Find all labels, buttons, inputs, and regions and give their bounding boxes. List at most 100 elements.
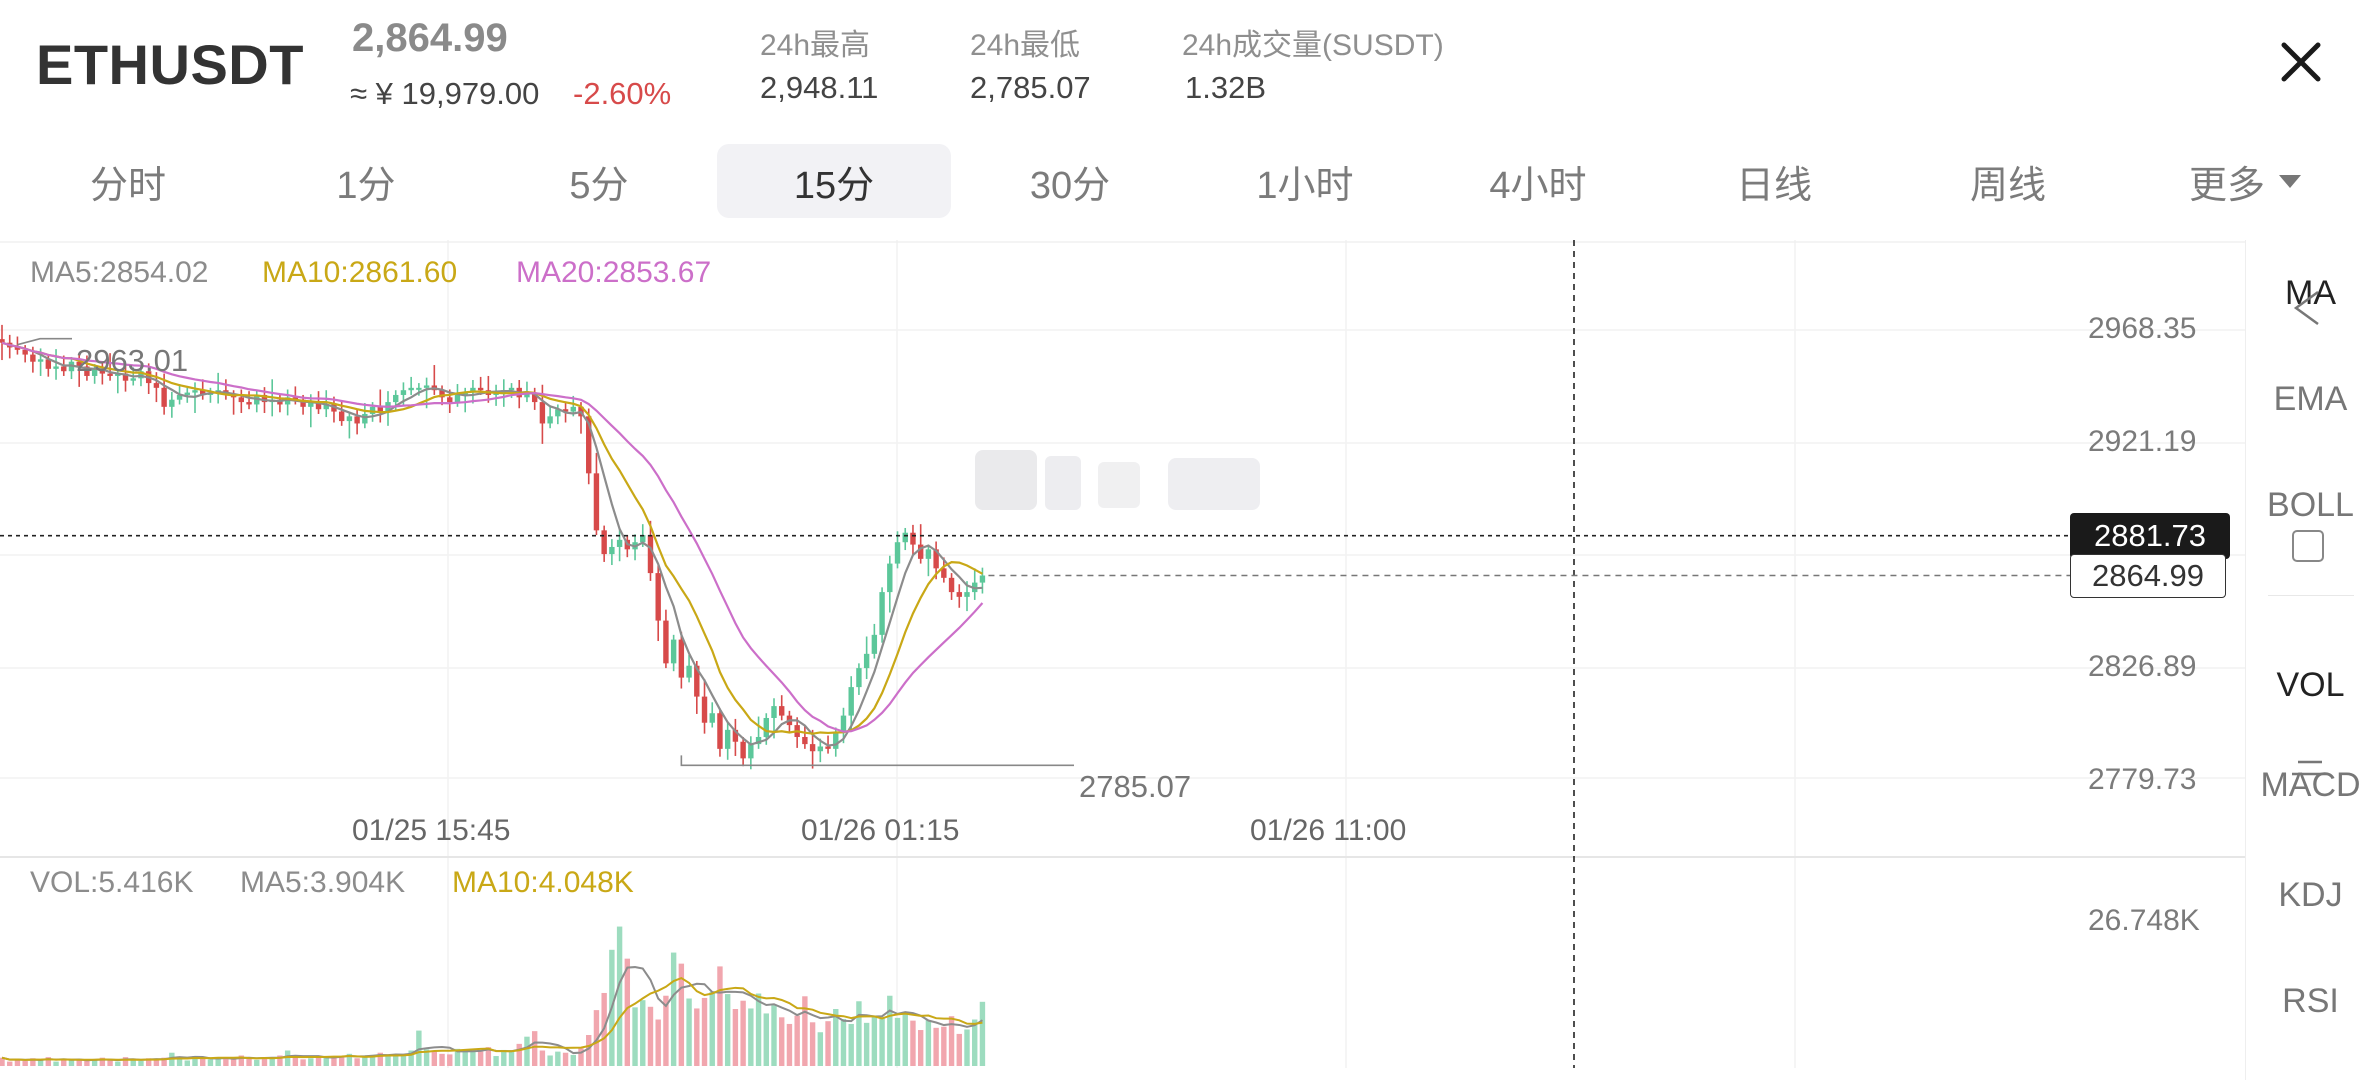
volume-bar xyxy=(748,1008,754,1066)
candle-body xyxy=(941,568,947,578)
volume-bar xyxy=(508,1051,515,1066)
volume-bar xyxy=(539,1050,546,1066)
volume-bar xyxy=(740,1000,746,1066)
stat-volume-value: 1.32B xyxy=(1185,70,1267,105)
indicator-macd[interactable]: MACD xyxy=(2260,766,2361,804)
candle-body xyxy=(315,402,322,410)
tab-daily[interactable]: 日线 xyxy=(1696,144,1852,218)
candle-body xyxy=(362,413,368,424)
volume-bar xyxy=(138,1061,144,1066)
volume-bar xyxy=(964,1029,970,1066)
volume-bar xyxy=(856,1001,862,1066)
indicator-ma[interactable]: MA xyxy=(2285,274,2336,312)
indicator-rsi[interactable]: RSI xyxy=(2282,982,2339,1020)
candle-body xyxy=(408,387,414,391)
tab-time-share[interactable]: 分时 xyxy=(50,144,206,218)
candle-body xyxy=(825,746,831,749)
volume-bar xyxy=(331,1057,337,1066)
volume-bar xyxy=(616,926,623,1066)
ma5-line xyxy=(1,341,983,747)
candle-body xyxy=(45,359,52,369)
candle-body xyxy=(161,387,167,407)
vol-axis-label: 26.748K xyxy=(2088,904,2200,937)
volume-bar xyxy=(292,1057,299,1066)
watermark-logo xyxy=(975,450,1260,510)
candle-body xyxy=(200,390,206,395)
tab-weekly[interactable]: 周线 xyxy=(1930,144,2086,218)
y-tick-label: 2921.19 xyxy=(2088,425,2197,458)
indicator-panel: MA EMA BOLL VOL MACD KDJ RSI xyxy=(2245,240,2374,1080)
candle-body xyxy=(887,563,893,593)
volume-bar xyxy=(22,1061,28,1066)
crosshair-price-tag: 2881.73 xyxy=(2070,512,2230,559)
tab-15min[interactable]: 15分 xyxy=(717,144,951,218)
kline-chart[interactable] xyxy=(0,238,2245,1080)
volume-bar xyxy=(277,1055,283,1066)
tab-label: 分时 xyxy=(89,164,166,207)
indicator-ema[interactable]: EMA xyxy=(2273,380,2348,418)
timeframe-tabs: 分时 1分 5分 15分 30分 1小时 4小时 日线 周线 更多 xyxy=(0,144,2374,218)
tab-4hour[interactable]: 4小时 xyxy=(1460,144,1616,218)
volume-bar xyxy=(346,1053,353,1066)
volume-bar xyxy=(817,1032,824,1066)
volume-bars xyxy=(0,926,986,1066)
volume-bar xyxy=(153,1059,160,1066)
volume-bar xyxy=(678,963,685,1066)
candle-body xyxy=(732,729,739,742)
volume-bar xyxy=(408,1050,414,1066)
checkbox-icon[interactable] xyxy=(2292,530,2324,562)
volume-bar xyxy=(45,1057,52,1066)
close-button[interactable] xyxy=(2265,26,2337,98)
y-tick-label: 2968.35 xyxy=(2088,312,2197,345)
indicator-boll[interactable]: BOLL xyxy=(2267,486,2354,524)
candle-body xyxy=(153,383,160,388)
volume-bar xyxy=(462,1049,468,1066)
volume-bar xyxy=(547,1055,553,1066)
volume-bar xyxy=(477,1051,484,1066)
candle-body xyxy=(338,411,345,422)
volume-bar xyxy=(431,1050,438,1066)
volume-bar xyxy=(624,958,631,1066)
indicator-vol[interactable]: VOL xyxy=(2276,666,2345,704)
tab-30min[interactable]: 30分 xyxy=(992,144,1148,218)
candle-body xyxy=(863,653,870,669)
tab-1hour[interactable]: 1小时 xyxy=(1227,144,1383,218)
volume-bar xyxy=(354,1058,360,1066)
collapse-lines-icon[interactable] xyxy=(2290,756,2330,786)
volume-bar xyxy=(246,1058,252,1066)
volume-bar xyxy=(925,1020,932,1066)
volume-bar xyxy=(393,1054,399,1066)
indicator-kdj[interactable]: KDJ xyxy=(2278,876,2343,914)
y-tick-label: 2826.89 xyxy=(2088,650,2197,683)
candle-body xyxy=(856,668,862,688)
candle-body xyxy=(956,592,962,597)
volume-bar xyxy=(948,1016,955,1066)
tab-5min[interactable]: 5分 xyxy=(521,144,677,218)
candle-body xyxy=(871,634,878,654)
candle-body xyxy=(346,416,353,422)
candle-body xyxy=(454,394,461,403)
tab-more[interactable]: 更多 xyxy=(2160,144,2330,218)
volume-bar xyxy=(130,1059,136,1066)
tab-1min[interactable]: 1分 xyxy=(288,144,444,218)
volume-bar xyxy=(215,1057,221,1066)
candle-body xyxy=(176,394,183,400)
volume-bar xyxy=(454,1048,461,1066)
candle-body xyxy=(470,387,476,393)
tab-label: 15分 xyxy=(793,164,875,207)
candle-body xyxy=(107,373,113,376)
candle-body xyxy=(948,577,955,593)
candle-body xyxy=(354,416,360,424)
volume-bar xyxy=(30,1058,36,1066)
change-percent: -2.60% xyxy=(573,76,672,111)
candle-body xyxy=(122,373,129,381)
candle-body xyxy=(601,530,607,555)
candle-body xyxy=(848,687,854,716)
candle-body xyxy=(323,404,329,410)
volume-bar xyxy=(570,1054,576,1066)
ma20-legend: MA20:2853.67 xyxy=(516,256,712,289)
volume-bar xyxy=(53,1061,59,1066)
volume-bar xyxy=(640,1000,646,1066)
volume-bar xyxy=(647,1006,654,1066)
collapse-arrow-icon[interactable] xyxy=(2288,288,2328,328)
